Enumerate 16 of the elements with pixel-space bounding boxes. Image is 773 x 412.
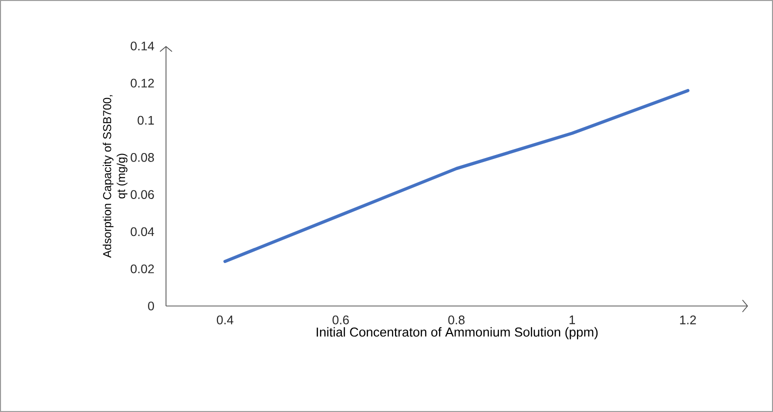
line-series (223, 88, 690, 264)
x-tick-label: 0.8 (448, 316, 465, 324)
y-axis-title: Adsorption Capacity of SSB700, qt (mg/g) (102, 95, 128, 258)
y-tick-label: 0 (148, 302, 154, 310)
x-tick-label: 1.2 (680, 316, 696, 324)
y-tick-label: 0.02 (130, 264, 154, 274)
x-axis-title: Initial Concentraton of Ammonium Solution (ppm) (316, 327, 598, 340)
y-tick-label: 0.08 (130, 153, 154, 162)
x-tick-label: 1 (570, 316, 575, 324)
y-tick-label: 0.1 (138, 116, 154, 125)
y-tick-label: 0.14 (130, 42, 154, 50)
x-tick-label: 0.4 (216, 316, 234, 324)
y-tick-label: 0.06 (130, 190, 154, 199)
y-tick-label: 0.04 (130, 227, 154, 236)
y-tick-label: 0.12 (130, 78, 154, 88)
x-tick-label: 0.6 (332, 316, 349, 324)
